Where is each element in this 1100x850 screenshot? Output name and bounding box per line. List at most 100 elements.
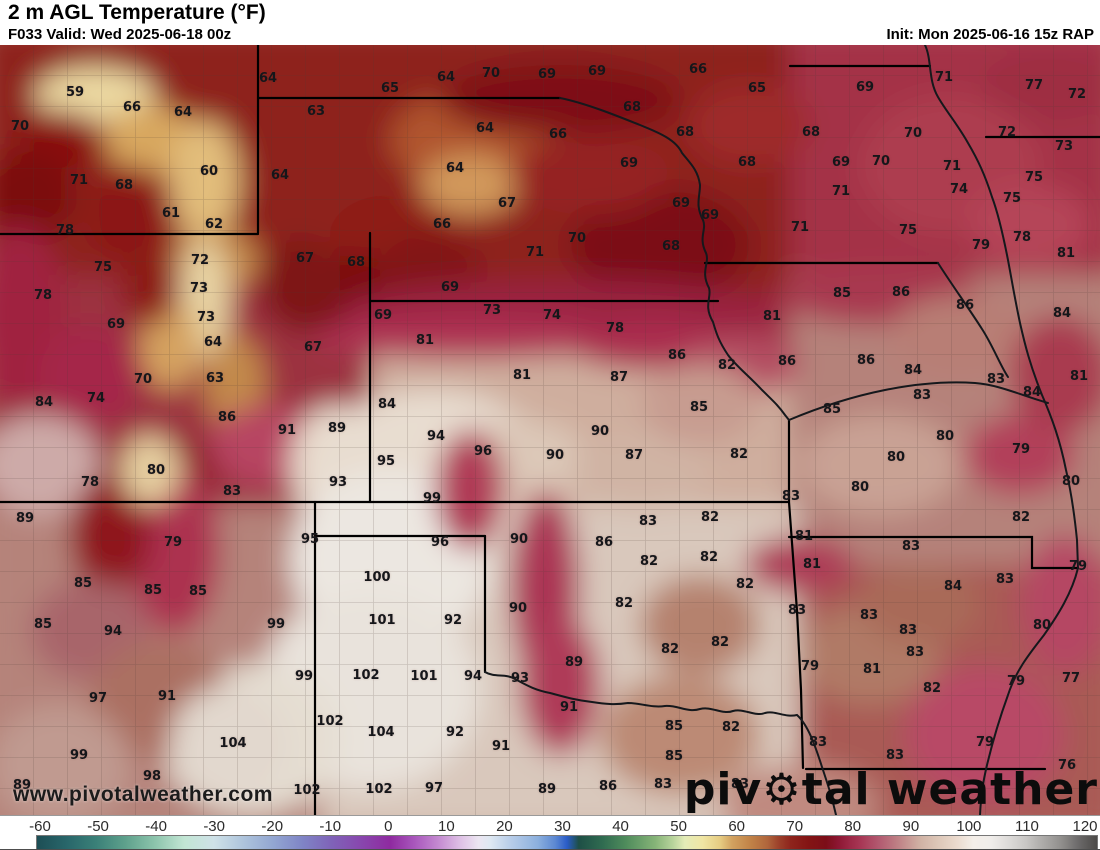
temp-label: 66 xyxy=(548,127,568,142)
colorbar: -60 -50 -40 -30 -20 -10 0 10 20 30 40 50 60 70 80 90 100… xyxy=(0,815,1100,850)
colorbar-tick: 10 xyxy=(438,818,455,835)
temp-label: 99 xyxy=(422,491,442,506)
temp-label: 81 xyxy=(1056,246,1076,261)
temp-label: 84 xyxy=(377,397,397,412)
temp-label: 75 xyxy=(898,223,918,238)
temp-label: 67 xyxy=(497,196,517,211)
temp-label: 74 xyxy=(949,182,969,197)
temp-label: 83 xyxy=(912,388,932,403)
temp-label: 94 xyxy=(426,429,446,444)
temp-label: 78 xyxy=(80,475,100,490)
temp-label: 70 xyxy=(133,372,153,387)
colorbar-tick: 20 xyxy=(496,818,513,835)
watermark: www.pivotalweather.com xyxy=(13,783,273,806)
colorbar-tick: 0 xyxy=(384,818,393,835)
temp-label: 70 xyxy=(567,231,587,246)
temp-label: 61 xyxy=(161,206,181,221)
colorbar-tick: 90 xyxy=(902,818,920,835)
temp-label: 80 xyxy=(1032,618,1052,633)
temp-label: 71 xyxy=(69,173,89,188)
colorbar-tick: 80 xyxy=(844,818,862,835)
temp-label: 73 xyxy=(482,303,502,318)
temp-label: 86 xyxy=(217,410,237,425)
temp-label: 73 xyxy=(1054,139,1074,154)
temp-label: 82 xyxy=(1011,510,1031,525)
temp-label: 65 xyxy=(380,81,400,96)
temp-label: 102 xyxy=(293,783,321,798)
temp-label: 63 xyxy=(306,104,326,119)
temp-label: 83 xyxy=(995,572,1015,587)
colorbar-tick: 110 xyxy=(1014,818,1039,835)
temp-label: 80 xyxy=(850,480,870,495)
temp-label: 68 xyxy=(622,100,642,115)
temp-label: 70 xyxy=(871,154,891,169)
temp-label: 86 xyxy=(856,353,876,368)
temp-label: 104 xyxy=(219,736,247,751)
temp-label: 85 xyxy=(73,576,93,591)
rivers xyxy=(484,45,1080,815)
temp-label: 82 xyxy=(699,550,719,565)
temp-label: 60 xyxy=(199,164,219,179)
temp-label: 66 xyxy=(122,100,142,115)
temp-label: 91 xyxy=(157,689,177,704)
temp-label: 104 xyxy=(367,725,395,740)
logo-text-prefix: piv xyxy=(683,764,763,815)
temp-label: 81 xyxy=(794,529,814,544)
temp-label: 90 xyxy=(590,424,610,439)
temp-label: 69 xyxy=(440,280,460,295)
temp-label: 94 xyxy=(463,669,483,684)
temp-label: 69 xyxy=(106,317,126,332)
temp-label: 75 xyxy=(93,260,113,275)
temp-label: 93 xyxy=(510,671,530,686)
temp-label: 78 xyxy=(33,288,53,303)
temp-label: 69 xyxy=(831,155,851,170)
temp-label: 82 xyxy=(729,447,749,462)
temp-label: 65 xyxy=(747,81,767,96)
temp-label: 66 xyxy=(688,62,708,77)
temp-label: 93 xyxy=(328,475,348,490)
temp-label: 66 xyxy=(432,217,452,232)
colorbar-tick: -50 xyxy=(87,818,109,835)
temp-label: 79 xyxy=(1068,559,1088,574)
temp-label: 70 xyxy=(481,66,501,81)
temp-label: 69 xyxy=(671,196,691,211)
temp-label: 85 xyxy=(832,286,852,301)
temp-label: 86 xyxy=(667,348,687,363)
temp-label: 83 xyxy=(885,748,905,763)
temp-label: 67 xyxy=(303,340,323,355)
temperature-field xyxy=(0,45,1100,815)
temp-label: 64 xyxy=(445,161,465,176)
temp-label: 85 xyxy=(664,719,684,734)
temp-label: 102 xyxy=(352,668,380,683)
colorbar-gradient xyxy=(36,835,1098,850)
init-time-label: Init: Mon 2025-06-16 15z RAP xyxy=(886,26,1094,43)
temp-label: 80 xyxy=(935,429,955,444)
temp-label: 97 xyxy=(424,781,444,796)
colorbar-tick: -20 xyxy=(261,818,284,835)
colorbar-tick: 30 xyxy=(554,818,571,835)
temp-label: 85 xyxy=(822,402,842,417)
temp-label: 91 xyxy=(559,700,579,715)
colorbar-tick: -40 xyxy=(145,818,167,835)
temp-label: 83 xyxy=(787,603,807,618)
temp-label: 90 xyxy=(509,532,529,547)
temp-label: 89 xyxy=(564,655,584,670)
temp-label: 79 xyxy=(1006,674,1026,689)
temp-label: 79 xyxy=(971,238,991,253)
colorbar-tick-row: -60 -50 -40 -30 -20 -10 0 10 20 30 40 50 60 70 80 90 100… xyxy=(0,817,1100,835)
temp-label: 86 xyxy=(955,298,975,313)
temp-label: 85 xyxy=(143,583,163,598)
temp-label: 89 xyxy=(15,511,35,526)
temp-label: 82 xyxy=(721,720,741,735)
temp-label: 98 xyxy=(142,769,162,784)
temp-label: 100 xyxy=(363,570,391,585)
colorbar-tick: -30 xyxy=(203,818,225,835)
map-canvas: 59 70 66 64 64 63 60 64 71 68 61 62 78 65 64 70 69 69 66 68… xyxy=(0,45,1100,815)
temp-label: 68 xyxy=(661,239,681,254)
temp-label: 69 xyxy=(537,67,557,82)
temp-label: 64 xyxy=(436,70,456,85)
temp-label: 102 xyxy=(365,782,393,797)
colorbar-tick: -10 xyxy=(319,818,342,835)
temp-label: 77 xyxy=(1061,671,1081,686)
temp-label: 83 xyxy=(222,484,242,499)
